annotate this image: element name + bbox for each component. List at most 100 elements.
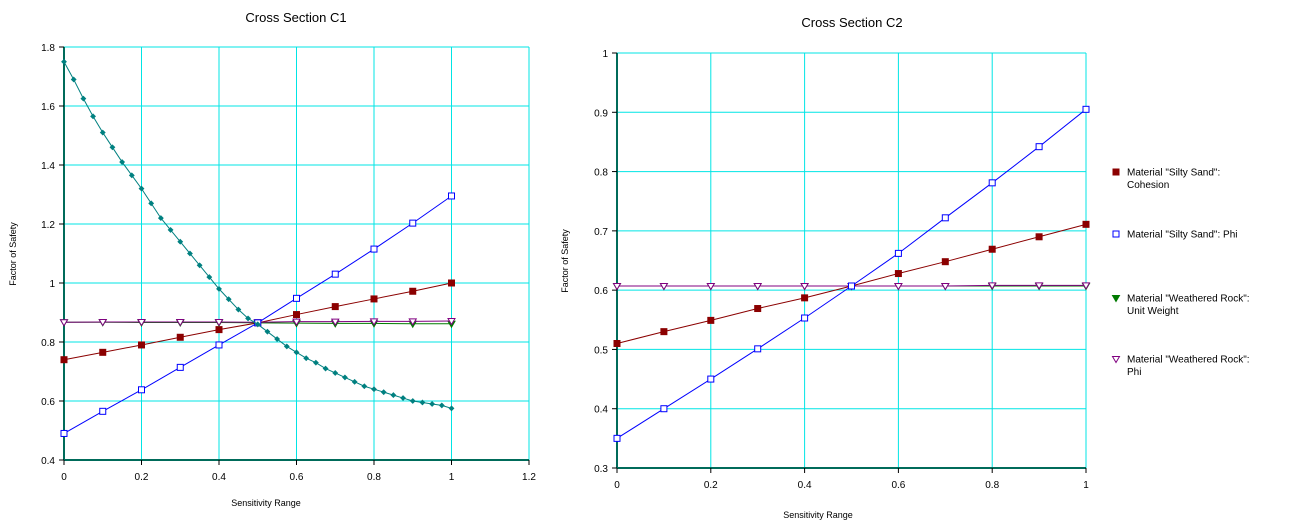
y-tick-label: 0.8 bbox=[594, 168, 608, 179]
data-point bbox=[119, 159, 126, 165]
data-point bbox=[303, 355, 310, 362]
data-point bbox=[613, 434, 621, 442]
legend-item: Material "Weathered Rock":Unit Weight bbox=[1111, 294, 1250, 317]
y-tick-label: 1.4 bbox=[41, 161, 55, 172]
data-point bbox=[196, 262, 203, 269]
data-point bbox=[60, 429, 68, 437]
x-tick-label: 1 bbox=[1083, 480, 1089, 491]
data-point bbox=[419, 399, 426, 406]
data-point bbox=[1035, 233, 1043, 241]
y-tick-label: 0.4 bbox=[41, 456, 55, 467]
legend-label-line2: Unit Weight bbox=[1127, 306, 1179, 317]
grid bbox=[64, 46, 530, 460]
legend-marker bbox=[1111, 356, 1121, 364]
x-tick-label: 0.2 bbox=[704, 480, 718, 491]
legend-marker bbox=[1112, 168, 1120, 176]
data-point bbox=[408, 318, 418, 326]
data-point bbox=[438, 402, 445, 409]
data-point bbox=[941, 214, 949, 222]
data-point bbox=[988, 245, 996, 253]
data-point bbox=[167, 226, 174, 233]
chart-title: Cross Section C2 bbox=[801, 15, 902, 30]
data-point bbox=[245, 315, 251, 322]
data-point bbox=[59, 319, 69, 327]
legend-item: Material "Silty Sand":Cohesion bbox=[1112, 168, 1220, 191]
data-point bbox=[941, 258, 949, 266]
data-point bbox=[409, 219, 417, 227]
data-point bbox=[138, 185, 145, 192]
series-teal bbox=[61, 58, 455, 412]
data-point bbox=[390, 392, 397, 399]
data-point bbox=[235, 306, 242, 313]
data-point bbox=[370, 245, 378, 253]
y-tick-label: 1.6 bbox=[41, 102, 55, 113]
legend-label-line1: Material "Silty Sand": Phi bbox=[1127, 230, 1237, 241]
data-point bbox=[214, 318, 224, 327]
y-tick-label: 0.6 bbox=[594, 286, 608, 297]
x-tick-label: 0 bbox=[61, 472, 67, 483]
x-tick-label: 0.4 bbox=[212, 472, 226, 483]
legend-label-line1: Material "Weathered Rock": bbox=[1127, 355, 1250, 366]
chart-1: Cross Section C1 0 0.2 0.4 0.6 0.8 1 1.2 0.4 0.6 0… bbox=[8, 10, 536, 508]
x-axis-label: Sensitivity Range bbox=[783, 510, 853, 520]
series-phi bbox=[613, 105, 1090, 442]
x-tick-label: 0.4 bbox=[798, 480, 812, 491]
series-phi bbox=[60, 192, 455, 437]
data-point bbox=[274, 336, 281, 342]
data-point bbox=[894, 249, 902, 257]
data-point bbox=[1035, 143, 1043, 151]
data-point bbox=[447, 318, 456, 326]
data-point bbox=[1081, 282, 1091, 290]
y-tick-label: 0.5 bbox=[594, 345, 608, 356]
data-point bbox=[369, 318, 379, 326]
data-point bbox=[128, 172, 135, 179]
data-point bbox=[331, 270, 339, 278]
x-tick-label: 0.6 bbox=[290, 472, 304, 483]
data-point bbox=[293, 349, 300, 356]
data-point bbox=[187, 250, 193, 257]
data-point bbox=[99, 129, 106, 136]
data-point bbox=[1082, 105, 1090, 113]
y-tick-label: 0.3 bbox=[594, 464, 608, 475]
data-point bbox=[660, 328, 668, 336]
data-point bbox=[429, 401, 436, 407]
data-point bbox=[293, 294, 300, 302]
data-point bbox=[332, 370, 339, 376]
data-point bbox=[99, 407, 107, 415]
x-tick-label: 0.6 bbox=[891, 480, 905, 491]
data-point bbox=[448, 405, 455, 412]
y-tick-label: 1.8 bbox=[41, 43, 55, 54]
y-axis-label: Factor of Safety bbox=[8, 222, 18, 286]
data-point bbox=[138, 341, 145, 349]
data-point bbox=[894, 270, 902, 278]
data-point bbox=[753, 282, 763, 291]
data-point bbox=[754, 345, 762, 353]
data-point bbox=[138, 386, 145, 394]
data-point bbox=[409, 398, 416, 404]
data-point bbox=[988, 179, 996, 187]
chart-2: Cross Section C2 0 0.2 0.4 0.6 0.8 1 0.3 0.4 0.5 0… bbox=[560, 15, 1091, 520]
data-point bbox=[707, 375, 715, 383]
x-tick-label: 1 bbox=[449, 472, 455, 483]
data-point bbox=[659, 282, 669, 291]
series-line bbox=[63, 61, 452, 409]
data-point bbox=[176, 363, 184, 371]
data-point bbox=[848, 282, 855, 290]
legend-marker bbox=[1112, 230, 1120, 238]
data-point bbox=[137, 318, 146, 327]
data-point bbox=[940, 282, 950, 291]
legend-item: Material "Silty Sand": Phi bbox=[1112, 230, 1237, 241]
series-line bbox=[616, 108, 1087, 439]
data-point bbox=[660, 405, 668, 413]
x-tick-label: 0.2 bbox=[135, 472, 149, 483]
y-tick-label: 0.8 bbox=[41, 338, 55, 349]
data-point bbox=[371, 386, 377, 393]
data-point bbox=[99, 348, 107, 356]
y-tick-label: 0.7 bbox=[594, 227, 608, 238]
data-point bbox=[80, 95, 87, 102]
x-tick-label: 0 bbox=[614, 480, 620, 491]
data-point bbox=[400, 395, 406, 401]
data-point bbox=[215, 326, 223, 334]
data-point bbox=[754, 305, 762, 313]
y-tick-label: 0.4 bbox=[594, 405, 608, 416]
